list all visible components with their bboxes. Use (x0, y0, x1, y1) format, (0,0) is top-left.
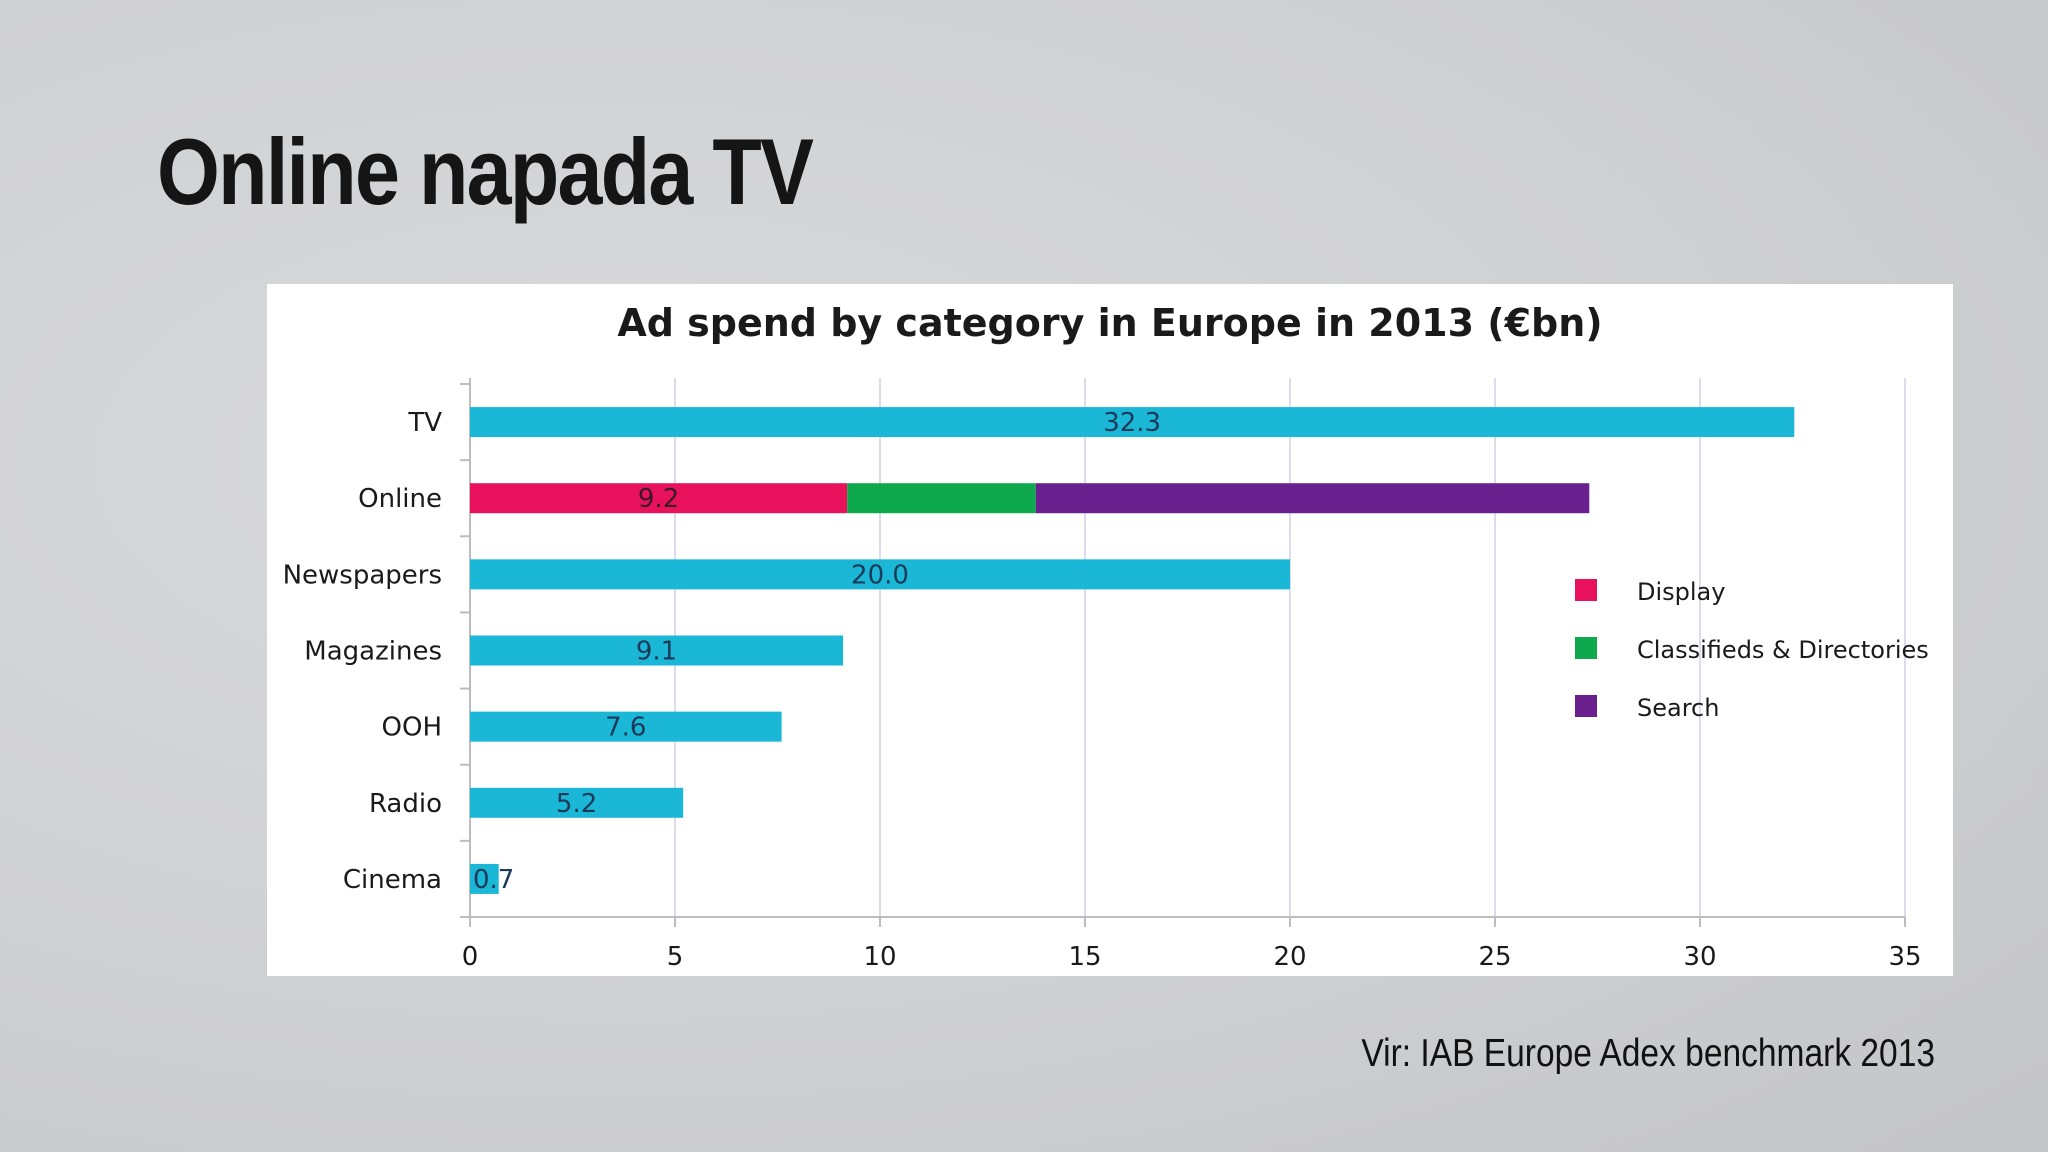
category-label: Cinema (343, 865, 442, 895)
x-tick-label: 15 (1068, 942, 1101, 972)
bar-radio (470, 787, 684, 818)
legend-label: Classifieds & Directories (1637, 636, 1929, 664)
legend-label: Search (1637, 694, 1719, 722)
x-tick-label: 35 (1888, 942, 1921, 972)
bar-layer (470, 407, 1795, 894)
category-label: Newspapers (283, 560, 442, 590)
bar-value-label: 5.2 (556, 789, 597, 819)
axis-layer: 0 5 10 15 20 25 30 35 (460, 378, 1922, 972)
category-label: Radio (369, 789, 442, 819)
bar-newspapers (470, 559, 1290, 590)
category-label: TV (407, 408, 442, 438)
bar-value-label: 7.6 (605, 713, 646, 743)
bar-value-label: 9.1 (636, 637, 677, 667)
bar-magazines (470, 635, 844, 666)
bar-online-search (1035, 483, 1590, 514)
x-tick-label: 10 (863, 942, 896, 972)
category-label: OOH (382, 713, 442, 743)
x-tick-label: 20 (1273, 942, 1306, 972)
legend-swatch (1575, 637, 1597, 659)
chart-panel: Ad spend by category in Europe in 2013 (… (267, 284, 1953, 976)
bar-value-label: 20.0 (851, 560, 909, 590)
category-label: Online (358, 484, 442, 514)
ad-spend-chart: Ad spend by category in Europe in 2013 (… (283, 301, 1929, 972)
bar-ooh (470, 711, 782, 742)
x-tick-label: 25 (1478, 942, 1511, 972)
slide-title: Online napada TV (157, 119, 814, 224)
legend-swatch (1575, 579, 1597, 601)
category-label: Magazines (304, 637, 442, 667)
grid-layer (674, 378, 1906, 917)
x-tick-label: 5 (667, 942, 684, 972)
chart-title: Ad spend by category in Europe in 2013 (… (617, 301, 1602, 345)
bar-tv (470, 407, 1795, 438)
bar-online-display (470, 483, 848, 514)
x-tick-label: 30 (1683, 942, 1716, 972)
bar-value-label: 0.7 (473, 865, 514, 895)
label-layer: TV 32.3 Online 9.2 Newspapers 20.0 Magazines 9.… (283, 408, 1162, 895)
legend: Display Classifieds & Directories Search (1575, 578, 1929, 722)
source-note: Vir: IAB Europe Adex benchmark 2013 (1361, 1032, 1935, 1075)
legend-swatch (1575, 695, 1597, 717)
bar-value-label: 9.2 (638, 484, 679, 514)
bar-online-classifieds-directories (847, 483, 1036, 514)
bar-cinema (470, 863, 499, 894)
legend-label: Display (1637, 578, 1725, 606)
x-tick-label: 0 (462, 942, 479, 972)
bar-value-label: 32.3 (1103, 408, 1161, 438)
